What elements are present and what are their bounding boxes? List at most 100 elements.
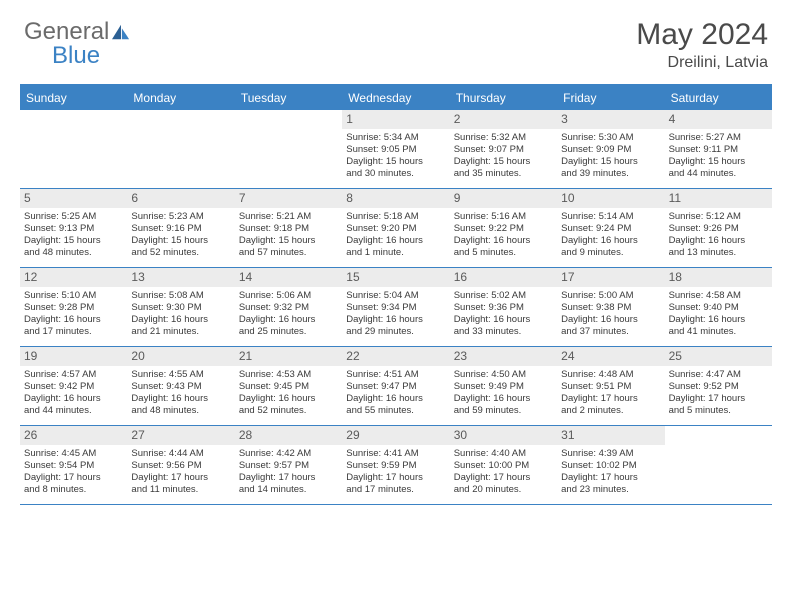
weekday-header: Sunday Monday Tuesday Wednesday Thursday… [20,86,772,110]
daylight-text: and 9 minutes. [561,247,660,259]
day-number: 18 [665,268,772,287]
day-cell: 14Sunrise: 5:06 AMSunset: 9:32 PMDayligh… [235,268,342,346]
sunset-text: Sunset: 9:51 PM [561,381,660,393]
sunrise-text: Sunrise: 4:48 AM [561,369,660,381]
daylight-text: and 14 minutes. [239,484,338,496]
day-cell: 25Sunrise: 4:47 AMSunset: 9:52 PMDayligh… [665,347,772,425]
weekday-friday: Friday [557,86,664,110]
daylight-text: Daylight: 16 hours [454,393,553,405]
day-number: 13 [127,268,234,287]
daylight-text: and 30 minutes. [346,168,445,180]
daylight-text: Daylight: 17 hours [24,472,123,484]
day-number: 17 [557,268,664,287]
weekday-monday: Monday [127,86,234,110]
day-number: 25 [665,347,772,366]
sunrise-text: Sunrise: 5:18 AM [346,211,445,223]
daylight-text: Daylight: 17 hours [131,472,230,484]
sunset-text: Sunset: 10:00 PM [454,460,553,472]
sunset-text: Sunset: 9:09 PM [561,144,660,156]
sunset-text: Sunset: 9:40 PM [669,302,768,314]
daylight-text: and 35 minutes. [454,168,553,180]
daylight-text: Daylight: 17 hours [669,393,768,405]
day-number: 8 [342,189,449,208]
day-number: 4 [665,110,772,129]
daylight-text: Daylight: 16 hours [561,235,660,247]
sunrise-text: Sunrise: 4:51 AM [346,369,445,381]
logo: GeneralBlue [24,18,131,70]
day-number: 5 [20,189,127,208]
sunrise-text: Sunrise: 5:12 AM [669,211,768,223]
day-number: 27 [127,426,234,445]
week-row: 19Sunrise: 4:57 AMSunset: 9:42 PMDayligh… [20,347,772,426]
sunrise-text: Sunrise: 4:57 AM [24,369,123,381]
day-cell: 30Sunrise: 4:40 AMSunset: 10:00 PMDaylig… [450,426,557,504]
daylight-text: and 48 minutes. [131,405,230,417]
sunrise-text: Sunrise: 4:50 AM [454,369,553,381]
day-number: 28 [235,426,342,445]
sunset-text: Sunset: 9:16 PM [131,223,230,235]
daylight-text: Daylight: 15 hours [239,235,338,247]
day-number: 16 [450,268,557,287]
sunset-text: Sunset: 9:22 PM [454,223,553,235]
day-cell: 8Sunrise: 5:18 AMSunset: 9:20 PMDaylight… [342,189,449,267]
daylight-text: Daylight: 16 hours [239,393,338,405]
daylight-text: and 52 minutes. [239,405,338,417]
sunrise-text: Sunrise: 5:00 AM [561,290,660,302]
sunset-text: Sunset: 9:57 PM [239,460,338,472]
daylight-text: and 2 minutes. [561,405,660,417]
day-number: 7 [235,189,342,208]
day-number: 19 [20,347,127,366]
sunset-text: Sunset: 9:24 PM [561,223,660,235]
week-row: 1Sunrise: 5:34 AMSunset: 9:05 PMDaylight… [20,110,772,189]
daylight-text: and 44 minutes. [669,168,768,180]
daylight-text: Daylight: 16 hours [454,314,553,326]
day-cell: 1Sunrise: 5:34 AMSunset: 9:05 PMDaylight… [342,110,449,188]
sunset-text: Sunset: 9:07 PM [454,144,553,156]
daylight-text: Daylight: 15 hours [561,156,660,168]
daylight-text: Daylight: 16 hours [669,314,768,326]
day-cell: 12Sunrise: 5:10 AMSunset: 9:28 PMDayligh… [20,268,127,346]
daylight-text: Daylight: 16 hours [669,235,768,247]
daylight-text: and 5 minutes. [454,247,553,259]
sunrise-text: Sunrise: 4:53 AM [239,369,338,381]
sunrise-text: Sunrise: 4:47 AM [669,369,768,381]
sunset-text: Sunset: 9:13 PM [24,223,123,235]
day-number: 24 [557,347,664,366]
sunset-text: Sunset: 10:02 PM [561,460,660,472]
title-block: May 2024 Dreilini, Latvia [636,18,768,72]
daylight-text: and 41 minutes. [669,326,768,338]
day-cell: 31Sunrise: 4:39 AMSunset: 10:02 PMDaylig… [557,426,664,504]
week-row: 26Sunrise: 4:45 AMSunset: 9:54 PMDayligh… [20,426,772,505]
sunset-text: Sunset: 9:49 PM [454,381,553,393]
daylight-text: Daylight: 15 hours [131,235,230,247]
day-number: 1 [342,110,449,129]
sunset-text: Sunset: 9:59 PM [346,460,445,472]
day-cell: 27Sunrise: 4:44 AMSunset: 9:56 PMDayligh… [127,426,234,504]
sunrise-text: Sunrise: 5:27 AM [669,132,768,144]
sunset-text: Sunset: 9:28 PM [24,302,123,314]
day-number: 23 [450,347,557,366]
daylight-text: and 55 minutes. [346,405,445,417]
daylight-text: Daylight: 16 hours [346,393,445,405]
sunrise-text: Sunrise: 5:02 AM [454,290,553,302]
sunset-text: Sunset: 9:30 PM [131,302,230,314]
sunrise-text: Sunrise: 5:10 AM [24,290,123,302]
sunrise-text: Sunrise: 4:44 AM [131,448,230,460]
sunset-text: Sunset: 9:54 PM [24,460,123,472]
logo-sail-icon [111,23,131,46]
sunrise-text: Sunrise: 4:58 AM [669,290,768,302]
weekday-saturday: Saturday [665,86,772,110]
day-cell [665,426,772,504]
daylight-text: and 57 minutes. [239,247,338,259]
day-number: 30 [450,426,557,445]
daylight-text: Daylight: 17 hours [454,472,553,484]
daylight-text: and 11 minutes. [131,484,230,496]
day-cell: 11Sunrise: 5:12 AMSunset: 9:26 PMDayligh… [665,189,772,267]
daylight-text: Daylight: 16 hours [454,235,553,247]
day-number: 12 [20,268,127,287]
day-cell: 20Sunrise: 4:55 AMSunset: 9:43 PMDayligh… [127,347,234,425]
sunrise-text: Sunrise: 5:06 AM [239,290,338,302]
daylight-text: and 29 minutes. [346,326,445,338]
day-cell: 13Sunrise: 5:08 AMSunset: 9:30 PMDayligh… [127,268,234,346]
day-number: 21 [235,347,342,366]
